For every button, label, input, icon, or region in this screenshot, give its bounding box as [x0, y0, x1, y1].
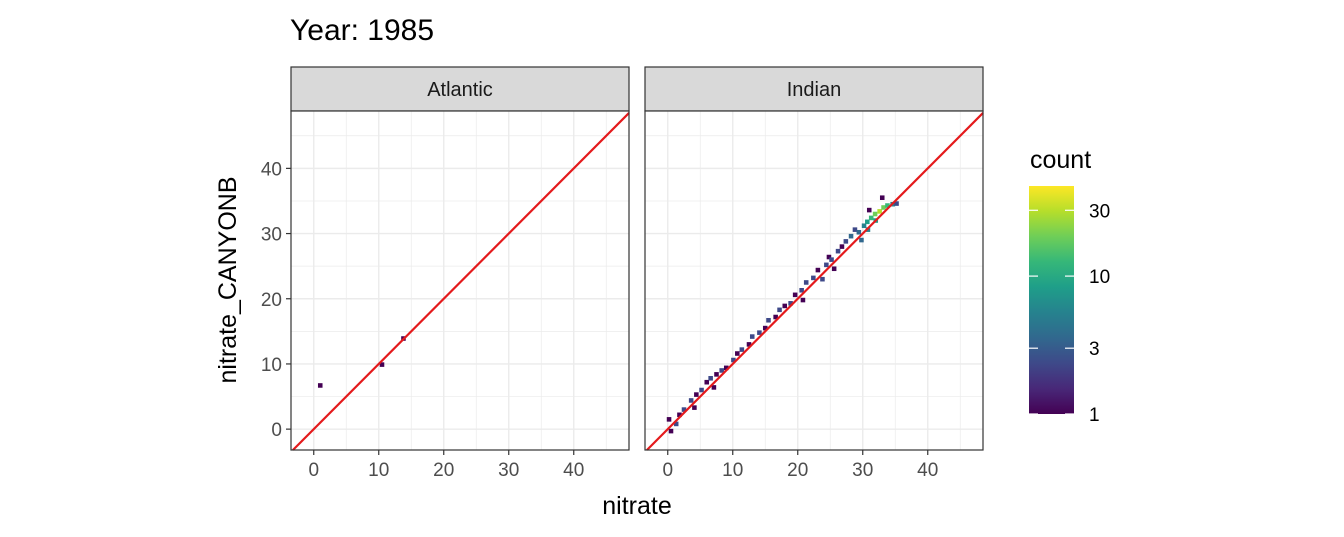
heat-cell	[824, 262, 829, 268]
panel-background	[645, 111, 983, 450]
y-tick-label: 10	[261, 355, 282, 376]
heat-cell	[877, 209, 882, 214]
heat-cell	[894, 201, 899, 206]
heat-cell	[865, 219, 870, 225]
legend-ticks: 1 3 10 30	[1029, 201, 1110, 426]
heat-cell	[866, 207, 872, 213]
x-tick-label: 20	[433, 460, 454, 481]
y-tick-label: 0	[271, 420, 282, 441]
heat-cell	[711, 385, 717, 390]
heat-cell	[735, 351, 740, 356]
y-tick-label: 40	[261, 159, 282, 180]
panel-border	[290, 110, 630, 451]
x-tick-label: 10	[722, 460, 743, 481]
heat-cell	[317, 383, 323, 388]
heat-cell	[719, 368, 724, 373]
heat-cell	[872, 211, 878, 217]
heat-cell	[668, 428, 674, 434]
x-tick-label: 10	[368, 460, 389, 481]
heat-cell	[829, 257, 834, 262]
identity-line	[292, 112, 630, 451]
heat-cell	[704, 379, 710, 385]
heat-cell	[843, 239, 849, 244]
heat-cell	[799, 287, 804, 293]
heat-cell	[811, 275, 816, 281]
strip-label: Indian	[787, 79, 842, 101]
x-tick-label: 0	[662, 460, 673, 481]
heat-cell	[881, 205, 886, 210]
heat-cell	[766, 317, 771, 323]
heat-cell	[694, 392, 699, 397]
legend-tick-label: 30	[1089, 201, 1110, 222]
panel-border	[644, 110, 984, 451]
heat-cell	[859, 237, 864, 243]
heat-cell	[835, 248, 841, 254]
y-tick-label: 20	[261, 290, 282, 311]
heat-cell	[848, 233, 854, 239]
heat-cell	[885, 203, 890, 208]
heat-cell	[803, 280, 809, 285]
x-tick-label: 30	[498, 460, 519, 481]
heat-cell	[820, 276, 825, 282]
heat-cell	[699, 387, 704, 393]
heat-cell	[757, 330, 762, 335]
heat-cell	[714, 372, 719, 377]
facet-panels: Atlantic 0 10 20 30 40 Indian 0 10 20 30 40	[290, 66, 984, 481]
strip-label: Atlantic	[427, 79, 493, 101]
y-axis-title: nitrate_CANYONB	[214, 176, 242, 383]
heat-cell	[839, 244, 845, 249]
heat-cell	[731, 357, 736, 363]
legend-colorbar	[1029, 186, 1074, 414]
heat-cell	[815, 267, 821, 273]
x-axis-title: nitrate	[602, 492, 671, 520]
heat-cell	[746, 342, 752, 347]
x-tick-label: 20	[787, 460, 808, 481]
heat-cell	[762, 325, 768, 331]
heat-cell	[826, 254, 832, 260]
heat-cell	[782, 303, 788, 309]
heat-cell	[879, 195, 885, 200]
legend-title: count	[1030, 146, 1091, 174]
heat-cell	[681, 407, 687, 412]
heat-cell	[856, 229, 862, 235]
heat-cell	[788, 301, 793, 306]
legend-tick-label: 1	[1089, 405, 1100, 426]
heat-cell	[379, 362, 385, 367]
heat-cell	[868, 215, 874, 221]
legend-tick-label: 3	[1089, 339, 1100, 360]
y-axis: 0 10 20 30 40	[261, 159, 291, 441]
legend-tick-label: 10	[1089, 267, 1110, 288]
panel-atlantic: Atlantic 0 10 20 30 40	[290, 66, 630, 481]
heat-cell	[677, 412, 682, 418]
heat-cell	[800, 297, 806, 303]
identity-line	[646, 112, 984, 451]
heat-cell	[831, 266, 837, 272]
panel-indian: Indian 0 10 20 30 40	[644, 66, 984, 481]
heat-cell	[749, 334, 755, 339]
x-tick-label: 40	[563, 460, 584, 481]
panel-background	[291, 111, 629, 450]
color-legend: count 1 3 10 30	[1029, 146, 1110, 426]
x-tick-label: 30	[852, 460, 873, 481]
chart-title: Year: 1985	[290, 14, 434, 47]
heat-cell	[852, 227, 858, 232]
heat-cell	[739, 347, 745, 352]
heat-cell	[673, 421, 679, 427]
y-tick-label: 30	[261, 225, 282, 246]
x-tick-label: 0	[308, 460, 319, 481]
heat-cell	[692, 405, 697, 410]
heat-cell	[688, 398, 694, 403]
heat-cell	[792, 292, 798, 298]
heat-cell	[666, 417, 672, 422]
heat-cell	[861, 223, 867, 229]
heat-cell	[777, 307, 782, 313]
strip-background	[290, 66, 630, 112]
heat-cell	[723, 365, 729, 371]
x-tick-label: 40	[917, 460, 938, 481]
heat-cell	[773, 314, 778, 320]
heat-cell	[708, 376, 713, 381]
